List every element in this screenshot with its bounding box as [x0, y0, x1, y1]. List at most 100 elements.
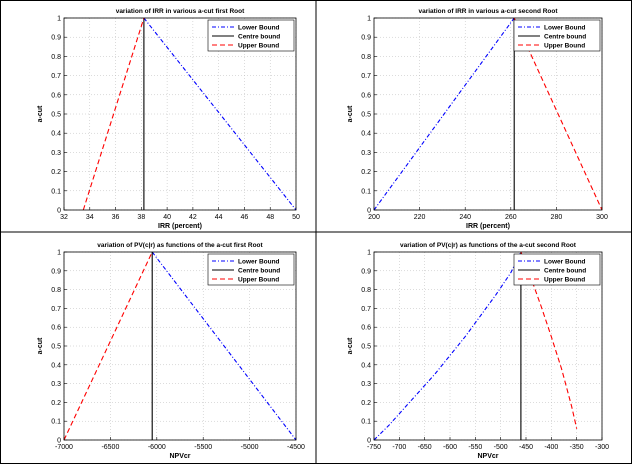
- chart-title: variation of PV(c|r) as functions of the…: [400, 242, 577, 249]
- y-tick-label: 0.9: [361, 35, 371, 42]
- x-tick-label: -650: [418, 444, 432, 451]
- y-tick-label: 0.3: [361, 150, 371, 157]
- y-tick-label: 0.4: [361, 131, 371, 138]
- y-tick-label: 0.9: [51, 268, 61, 275]
- chart-panel: -7000 -6500 -6000 -5500 -5000 -4500 0 0.1 0.2 0.3…: [37, 242, 305, 460]
- y-tick-label: 0.2: [51, 400, 61, 407]
- axes-box: [373, 17, 603, 211]
- x-tick-label: -5500: [194, 444, 212, 451]
- y-tick-label: 1: [367, 250, 371, 257]
- y-axis-label: a-cut: [347, 105, 354, 122]
- chart-panel: -750 -700 -650 -600 -550 -500 -450 -400 -350 -300…: [347, 242, 609, 460]
- legend-label: Centre bound: [238, 267, 280, 274]
- y-tick-label: 0.5: [361, 344, 371, 351]
- x-tick-label: 32: [60, 214, 68, 221]
- x-tick-label: -600: [443, 444, 457, 451]
- x-tick-label: -6500: [101, 444, 119, 451]
- y-tick-label: 0.5: [51, 112, 61, 119]
- x-tick-label: -7000: [55, 444, 73, 451]
- x-tick-label: 240: [459, 214, 471, 221]
- legend: Lower Bound Centre bound Upper Bound: [207, 19, 295, 52]
- legend-label: Upper Bound: [544, 42, 585, 49]
- legend-label: Upper Bound: [238, 276, 279, 283]
- y-tick-label: 0.7: [51, 306, 61, 313]
- y-tick-label: 0.3: [51, 150, 61, 157]
- x-tick-label: 48: [266, 214, 274, 221]
- legend-label: Centre bound: [544, 33, 586, 40]
- x-tick-label: 40: [163, 214, 171, 221]
- x-tick-label: -450: [519, 444, 533, 451]
- y-tick-label: 0.6: [51, 325, 61, 332]
- x-tick-label: 220: [414, 214, 426, 221]
- y-tick-label: 0.7: [51, 73, 61, 80]
- x-tick-label: 34: [86, 214, 94, 221]
- y-tick-label: 0.4: [361, 362, 371, 369]
- series-line: [143, 17, 297, 211]
- x-tick-label: 260: [505, 214, 517, 221]
- legend: Lower Bound Centre bound Upper Bound: [207, 253, 295, 286]
- y-tick-label: 0.2: [51, 169, 61, 176]
- x-tick-label: -350: [570, 444, 584, 451]
- y-tick-label: 0.1: [361, 188, 371, 195]
- y-tick-label: 0.7: [361, 306, 371, 313]
- series-line: [373, 251, 522, 441]
- legend-label: Upper Bound: [544, 276, 585, 283]
- y-tick-label: 0: [367, 208, 371, 215]
- y-tick-label: 0.5: [51, 344, 61, 351]
- y-tick-label: 0.1: [361, 419, 371, 426]
- y-axis-label: a-cut: [37, 337, 44, 354]
- legend-label: Lower Bound: [238, 258, 280, 265]
- x-tick-label: 46: [241, 214, 249, 221]
- legend: Lower Bound Centre bound Upper Bound: [513, 19, 601, 52]
- y-tick-label: 0.8: [51, 287, 61, 294]
- chart-panel: 32 34 36 38 40 42 44 46 48 50 0 0.1 0.2 0.3 0.4 0.5 0.6 0…: [37, 8, 300, 230]
- x-tick-label: 36: [112, 214, 120, 221]
- x-axis-label: NPVcr: [169, 453, 190, 460]
- x-tick-label: 44: [215, 214, 223, 221]
- series-line: [151, 251, 297, 441]
- y-tick-label: 0: [57, 438, 61, 445]
- y-tick-label: 0.4: [51, 362, 61, 369]
- legend-label: Centre bound: [544, 267, 586, 274]
- x-tick-label: 42: [189, 214, 197, 221]
- x-tick-label: 280: [551, 214, 563, 221]
- x-tick-label: -400: [544, 444, 558, 451]
- x-tick-label: -4500: [287, 444, 305, 451]
- y-tick-label: 0.2: [361, 400, 371, 407]
- y-tick-label: 0.3: [51, 381, 61, 388]
- legend-label: Lower Bound: [544, 258, 586, 265]
- x-tick-label: -550: [468, 444, 482, 451]
- chart-title: variation of IRR in various a-cut second…: [418, 8, 558, 15]
- y-tick-label: 0.1: [51, 419, 61, 426]
- x-tick-label: 50: [292, 214, 300, 221]
- y-tick-label: 0.6: [361, 92, 371, 99]
- y-tick-label: 0.1: [51, 188, 61, 195]
- series-line: [63, 251, 153, 441]
- legend-label: Upper Bound: [238, 42, 279, 49]
- y-tick-label: 1: [57, 250, 61, 257]
- y-tick-label: 1: [57, 16, 61, 23]
- chart-title: variation of IRR in various a-cut first …: [116, 8, 245, 15]
- x-tick-label: 300: [596, 214, 608, 221]
- axes-box: [373, 251, 603, 441]
- y-tick-label: 0: [367, 438, 371, 445]
- x-axis-label: NPVcr: [477, 453, 498, 460]
- y-tick-label: 0.9: [361, 268, 371, 275]
- y-tick-label: 0.3: [361, 381, 371, 388]
- series-line: [82, 17, 145, 211]
- x-tick-label: -500: [494, 444, 508, 451]
- y-tick-label: 0.7: [361, 73, 371, 80]
- legend: Lower Bound Centre bound Upper Bound: [513, 253, 601, 286]
- y-tick-label: 0: [57, 208, 61, 215]
- legend-label: Lower Bound: [238, 24, 280, 31]
- x-tick-label: -700: [392, 444, 406, 451]
- y-tick-label: 0.8: [51, 54, 61, 61]
- legend-box: [513, 19, 601, 52]
- y-tick-label: 1: [367, 16, 371, 23]
- x-tick-label: -5000: [241, 444, 259, 451]
- x-tick-label: -6000: [148, 444, 166, 451]
- axes-box: [63, 17, 297, 211]
- legend-label: Lower Bound: [544, 24, 586, 31]
